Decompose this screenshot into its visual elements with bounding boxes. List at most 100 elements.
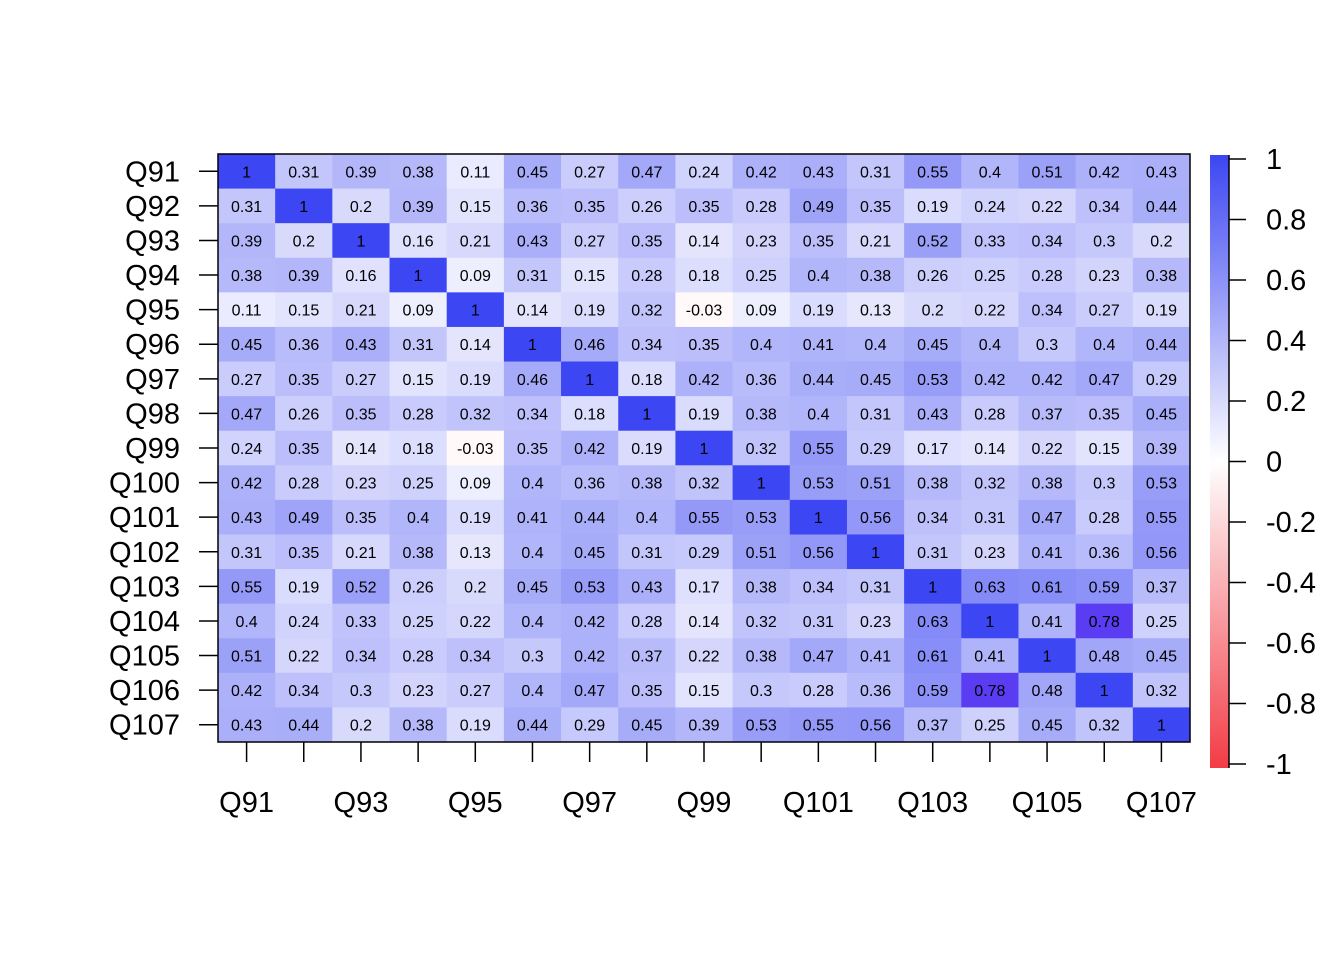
cell-value-label: 0.39 — [345, 164, 376, 181]
heatmap-cell-Q92-Q95 — [446, 188, 505, 224]
cell-value-label: 0.4 — [807, 406, 829, 423]
heatmap-cell-Q105-Q93 — [332, 638, 391, 674]
y-tick-label: Q95 — [125, 295, 180, 327]
heatmap-cell-Q100-Q95 — [446, 465, 505, 501]
x-tick-label: Q97 — [562, 787, 617, 819]
heatmap-cell-Q99-Q107 — [1132, 430, 1191, 466]
cell-value-label: 0.19 — [631, 441, 662, 458]
cell-value-label: 0.47 — [631, 164, 662, 181]
cell-value-label: 0.29 — [860, 441, 891, 458]
heatmap-cell-Q106-Q98 — [618, 672, 676, 708]
cell-value-label: 0.38 — [917, 476, 948, 493]
y-tick-label: Q97 — [125, 364, 180, 396]
cell-value-label: 0.49 — [803, 199, 834, 216]
heatmap-cell-Q102-Q99 — [675, 534, 734, 570]
cell-value-label: 0.42 — [574, 441, 605, 458]
heatmap-cell-Q93-Q93 — [332, 223, 391, 259]
heatmap-cell-Q99-Q96 — [503, 430, 562, 466]
heatmap-cell-Q91-Q99 — [675, 154, 734, 190]
heatmap-cell-Q97-Q106 — [1075, 361, 1134, 397]
heatmap-cell-Q105-Q94 — [389, 638, 448, 674]
cell-value-label: -0.03 — [686, 303, 723, 320]
cell-value-label: 1 — [700, 441, 709, 458]
cell-value-label: 1 — [928, 579, 937, 596]
heatmap-cell-Q107-Q92 — [275, 707, 333, 743]
heatmap-cell-Q92-Q98 — [618, 188, 676, 224]
heatmap-cell-Q101-Q107 — [1132, 499, 1191, 535]
cell-value-label: 0.45 — [1031, 718, 1062, 735]
heatmap-cell-Q104-Q106 — [1075, 603, 1134, 639]
heatmap-cell-Q102-Q105 — [1018, 534, 1077, 570]
cell-value-label: 0.41 — [974, 649, 1005, 666]
cell-value-label: 0.46 — [574, 337, 605, 354]
heatmap-cell-Q106-Q92 — [275, 672, 333, 708]
cell-value-label: 0.36 — [288, 337, 319, 354]
cell-value-label: 0.33 — [974, 233, 1005, 250]
heatmap-cell-Q92-Q91 — [218, 188, 276, 224]
heatmap-cell-Q107-Q104 — [961, 707, 1019, 743]
heatmap-cell-Q102-Q94 — [389, 534, 448, 570]
heatmap-cell-Q91-Q97 — [561, 154, 619, 190]
heatmap-cell-Q99-Q98 — [618, 430, 676, 466]
cell-value-label: 0.39 — [403, 199, 434, 216]
heatmap-cell-Q98-Q98 — [618, 396, 676, 432]
cell-value-label: 0.37 — [917, 718, 948, 735]
cell-value-label: 0.14 — [688, 233, 719, 250]
heatmap-cell-Q106-Q93 — [332, 672, 391, 708]
cell-value-label: 0.44 — [574, 510, 605, 527]
cell-value-label: 0.28 — [803, 683, 834, 700]
x-tick-label: Q101 — [783, 787, 854, 819]
heatmap-cell-Q95-Q105 — [1018, 292, 1077, 328]
cell-value-label: 0.3 — [1093, 233, 1115, 250]
cell-value-label: 0.43 — [231, 510, 262, 527]
cell-value-label: 0.4 — [750, 337, 772, 354]
cell-value-label: 0.3 — [1093, 476, 1115, 493]
cell-value-label: 0.24 — [231, 441, 262, 458]
legend-tick-label: -0.4 — [1266, 568, 1316, 600]
heatmap-cell-Q98-Q91 — [218, 396, 276, 432]
heatmap-cell-Q98-Q96 — [503, 396, 562, 432]
heatmap-cell-Q103-Q92 — [275, 569, 333, 605]
cell-value-label: 0.35 — [1089, 406, 1120, 423]
cell-value-label: 0.24 — [688, 164, 719, 181]
heatmap-cell-Q92-Q103 — [904, 188, 962, 224]
cell-value-label: 0.41 — [803, 337, 834, 354]
cell-value-label: 0.41 — [517, 510, 548, 527]
heatmap-cell-Q100-Q103 — [904, 465, 962, 501]
heatmap-cell-Q93-Q92 — [275, 223, 333, 259]
heatmap-cell-Q91-Q103 — [904, 154, 962, 190]
legend-tick-label: 0.6 — [1266, 265, 1306, 297]
legend-color-bar — [1210, 155, 1229, 768]
heatmap-cell-Q100-Q91 — [218, 465, 276, 501]
cell-value-label: 0.19 — [574, 303, 605, 320]
cell-value-label: 0.23 — [860, 614, 891, 631]
cell-value-label: 0.18 — [403, 441, 434, 458]
heatmap-cell-Q99-Q95 — [446, 430, 505, 466]
cell-value-label: 0.47 — [231, 406, 262, 423]
cell-value-label: 0.32 — [974, 476, 1005, 493]
cell-value-label: 0.41 — [860, 649, 891, 666]
heatmap-cell-Q104-Q96 — [503, 603, 562, 639]
heatmap-cell-Q95-Q106 — [1075, 292, 1134, 328]
cell-value-label: 0.22 — [1031, 441, 1062, 458]
cell-value-label: 0.25 — [974, 268, 1005, 285]
heatmap-cell-Q104-Q93 — [332, 603, 391, 639]
heatmap-cell-Q100-Q94 — [389, 465, 448, 501]
cell-value-label: 0.45 — [1146, 406, 1177, 423]
cell-value-label: 0.2 — [464, 579, 486, 596]
cell-value-label: 0.4 — [636, 510, 658, 527]
cell-value-label: 0.43 — [345, 337, 376, 354]
heatmap-cell-Q99-Q104 — [961, 430, 1019, 466]
heatmap-cell-Q106-Q105 — [1018, 672, 1077, 708]
heatmap-cell-Q93-Q103 — [904, 223, 962, 259]
cell-value-label: 0.3 — [521, 649, 543, 666]
cell-value-label: 0.22 — [460, 614, 491, 631]
heatmap-cell-Q92-Q94 — [389, 188, 448, 224]
cell-value-label: 0.44 — [517, 718, 548, 735]
heatmap-cell-Q94-Q106 — [1075, 257, 1134, 293]
heatmap-cell-Q106-Q102 — [846, 672, 905, 708]
heatmap-cell-Q102-Q96 — [503, 534, 562, 570]
cell-value-label: 0.55 — [803, 718, 834, 735]
heatmap-cell-Q100-Q96 — [503, 465, 562, 501]
cell-value-label: 0.22 — [974, 303, 1005, 320]
